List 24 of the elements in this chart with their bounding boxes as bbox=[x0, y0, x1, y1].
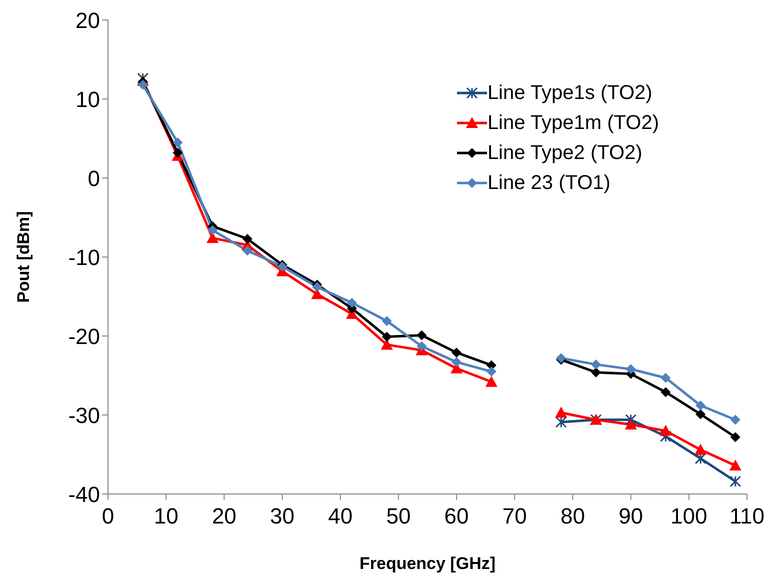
y-tick-label: -30 bbox=[68, 402, 100, 428]
x-tick-label: 80 bbox=[560, 504, 585, 529]
y-tick-label: 20 bbox=[76, 8, 100, 33]
x-tick-label: 60 bbox=[444, 504, 469, 529]
x-tick-label: 100 bbox=[670, 504, 708, 529]
y-tick-label: 0 bbox=[88, 166, 100, 191]
y-tick-label: -20 bbox=[68, 324, 100, 349]
x-tick-label: 90 bbox=[618, 504, 644, 529]
x-tick-label: 20 bbox=[212, 504, 236, 529]
x-tick-label: 70 bbox=[502, 504, 527, 529]
legend-label: Line Type2 (TO2) bbox=[487, 142, 642, 164]
y-axis-title: Pout [dBm] bbox=[14, 211, 34, 303]
legend-label: Line 23 (TO1) bbox=[487, 172, 610, 194]
y-tick-label: -10 bbox=[68, 244, 100, 270]
y-tick-label: 10 bbox=[76, 86, 100, 112]
x-tick-label: 50 bbox=[386, 504, 411, 529]
x-tick-label: 10 bbox=[154, 504, 178, 529]
y-tick-label: -40 bbox=[68, 482, 100, 507]
x-tick-label: 40 bbox=[328, 504, 353, 529]
x-tick-label: 30 bbox=[270, 504, 295, 529]
x-axis-title: Frequency [GHz] bbox=[359, 554, 496, 573]
legend-label: Line Type1s (TO2) bbox=[487, 82, 652, 104]
legend-label: Line Type1m (TO2) bbox=[487, 112, 659, 134]
x-tick-label: 110 bbox=[729, 504, 765, 529]
